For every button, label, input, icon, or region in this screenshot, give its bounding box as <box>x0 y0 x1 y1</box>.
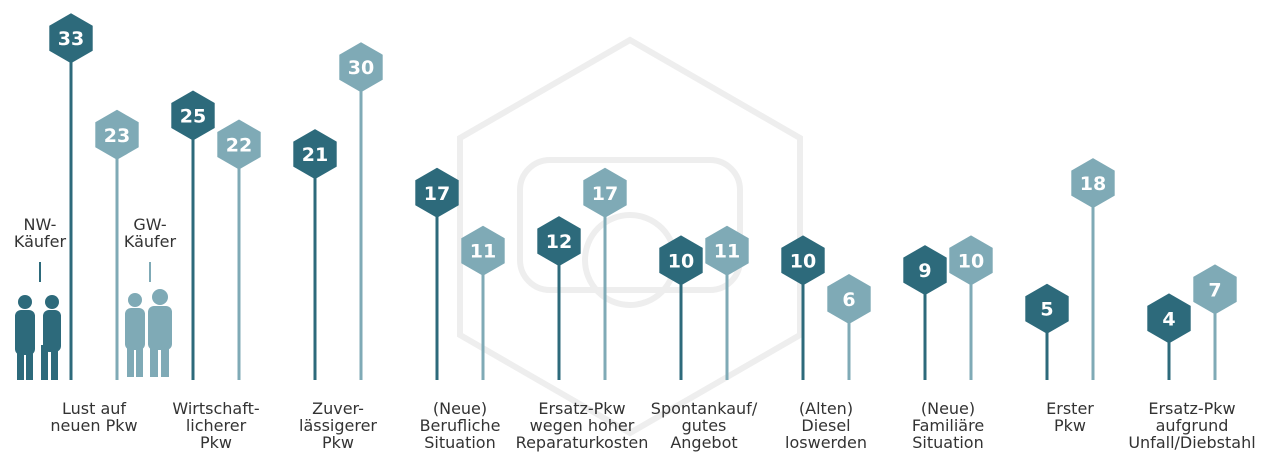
hexagon-marker <box>705 225 749 276</box>
value-label: 12 <box>546 231 572 253</box>
legend-label: GW- Käufer <box>123 215 177 251</box>
hexagon-marker <box>339 42 383 93</box>
hexagon-marker <box>949 235 993 286</box>
value-label: 6 <box>842 289 855 311</box>
hexagon-marker <box>171 90 215 141</box>
value-label: 5 <box>1040 299 1053 321</box>
hexagon-marker <box>537 216 581 267</box>
legend-label: NW- Käufer <box>13 215 67 251</box>
category-label: Zuver- lässigerer Pkw <box>298 399 378 452</box>
people-icons <box>15 289 172 380</box>
value-label: 22 <box>226 134 252 156</box>
category-label: Erster Pkw <box>1046 399 1094 435</box>
hexagon-marker <box>659 235 703 286</box>
category-label: (Alten) Diesel loswerden <box>785 399 867 452</box>
hexagon-marker <box>49 13 93 64</box>
category-label: (Neue) Berufliche Situation <box>419 399 501 452</box>
hexagon-marker <box>293 129 337 180</box>
value-label: 25 <box>180 106 206 128</box>
category-label: Lust auf neuen Pkw <box>50 399 138 435</box>
watermark <box>457 36 803 437</box>
value-label: 11 <box>714 241 740 263</box>
value-label: 4 <box>1162 308 1175 330</box>
value-label: 17 <box>424 183 450 205</box>
hexagon-marker <box>415 167 459 218</box>
hexagon-marker <box>217 119 261 170</box>
hexagon-marker <box>461 225 505 276</box>
hexagon-marker <box>1193 264 1237 315</box>
hexagon-marker <box>1025 283 1069 334</box>
value-label: 30 <box>348 57 374 79</box>
hexagon-marker <box>1147 293 1191 344</box>
value-label: 18 <box>1080 173 1106 195</box>
value-label: 23 <box>104 125 130 147</box>
hexagon-marker <box>1071 158 1115 209</box>
category-label: (Neue) Familiäre Situation <box>911 399 985 452</box>
hexagon-marker <box>781 235 825 286</box>
value-label: 21 <box>302 144 328 166</box>
hexagon-marker <box>95 109 139 160</box>
value-label: 11 <box>470 241 496 263</box>
value-label: 10 <box>668 250 694 272</box>
hexagon-marker <box>583 167 627 218</box>
value-label: 10 <box>790 250 816 272</box>
value-label: 9 <box>918 260 931 282</box>
value-label: 10 <box>958 250 984 272</box>
hexagon-marker <box>827 274 871 324</box>
category-label: Ersatz-Pkw wegen hoher Reparaturkosten <box>515 399 649 452</box>
category-label: Wirtschaft- licherer Pkw <box>172 399 260 452</box>
value-label: 17 <box>592 183 618 205</box>
category-label: Spontankauf/ gutes Angebot <box>650 399 758 452</box>
category-label: Ersatz-Pkw aufgrund Unfall/Diebstahl <box>1128 399 1256 452</box>
hexagon-marker <box>903 245 947 296</box>
value-label: 33 <box>58 28 84 50</box>
value-label: 7 <box>1208 279 1221 301</box>
